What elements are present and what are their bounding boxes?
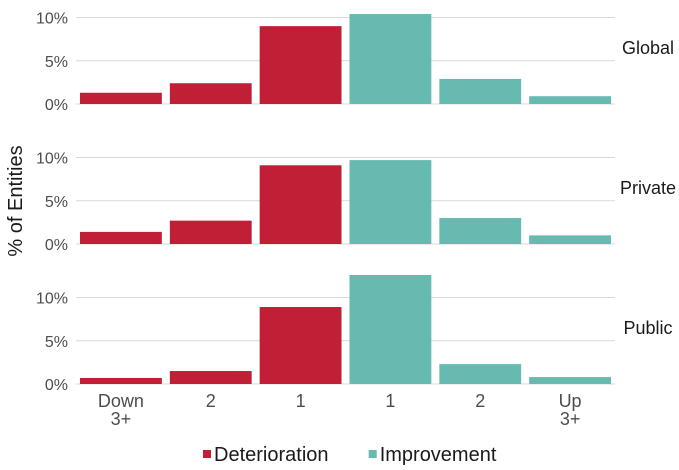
bar	[349, 14, 432, 104]
y-tick-label: 5%	[45, 54, 68, 71]
y-tick-label: 10%	[36, 151, 68, 168]
bar	[439, 364, 522, 384]
x-tick-label: Down 3+	[98, 391, 144, 429]
y-tick-label: 10%	[36, 11, 68, 28]
panel-public: 0% 5% 10% Public	[36, 275, 673, 394]
legend-swatch	[368, 450, 377, 458]
bar	[259, 307, 342, 384]
bar	[169, 371, 252, 384]
x-tick-label: 2	[206, 391, 216, 411]
x-axis: Down 3+ 2 1 1 2 Up 3+	[98, 391, 582, 429]
panel-label: Public	[623, 318, 672, 338]
bar	[529, 235, 611, 244]
panel-private: 0% 5% 10% Private	[36, 151, 676, 255]
bar	[259, 26, 342, 104]
legend-label: Deterioration	[214, 444, 329, 465]
bar	[349, 275, 432, 384]
bar	[80, 92, 162, 104]
panel-label: Private	[620, 178, 676, 198]
legend-item: Deterioration	[203, 444, 329, 466]
panels-layer: 0% 5% 10% Global 0% 5% 10% Private 0% 5% 10% Public	[36, 11, 676, 395]
panel-global: 0% 5% 10% Global	[36, 11, 674, 115]
bar	[349, 160, 432, 244]
bar	[439, 218, 522, 244]
bar	[80, 377, 162, 384]
x-tick-label: 2	[475, 391, 485, 411]
y-tick-label: 10%	[36, 291, 68, 308]
y-tick-label: 0%	[45, 377, 68, 394]
bar	[529, 377, 611, 384]
legend: Deterioration Improvement	[203, 444, 497, 466]
y-axis-title: % of Entities	[5, 145, 27, 256]
bar	[169, 83, 252, 104]
y-tick-label: 0%	[45, 97, 68, 114]
panel-label: Global	[622, 38, 674, 58]
y-tick-label: 5%	[45, 334, 68, 351]
bar	[259, 165, 342, 244]
x-tick-label: 1	[385, 391, 395, 411]
x-tick-label: 1	[296, 391, 306, 411]
legend-label: Improvement	[380, 444, 497, 465]
bar	[80, 231, 162, 244]
y-tick-label: 5%	[45, 194, 68, 211]
legend-item: Improvement	[368, 444, 497, 466]
bar	[169, 220, 252, 244]
bar	[529, 96, 611, 104]
x-tick-label: Up 3+	[559, 391, 582, 429]
legend-swatch	[203, 450, 211, 458]
bar	[439, 78, 522, 104]
y-tick-label: 0%	[45, 237, 68, 254]
